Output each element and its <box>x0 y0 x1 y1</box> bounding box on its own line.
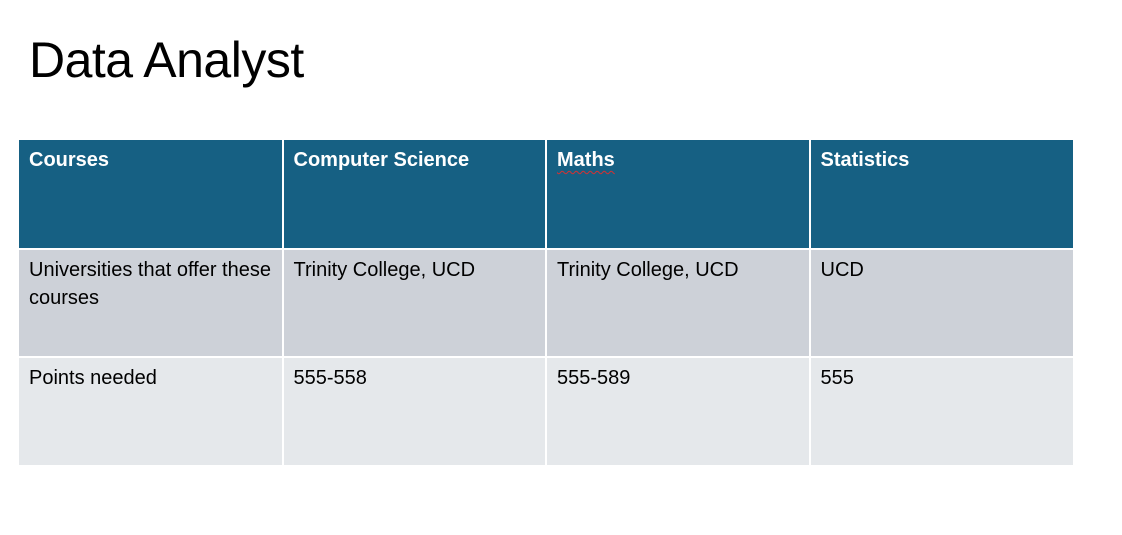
header-statistics: Statistics <box>808 140 1073 250</box>
courses-table: Courses Computer Science Maths Statistic… <box>19 140 1073 465</box>
table-cell: 555-558 <box>281 356 547 465</box>
header-maths-label: Maths <box>557 149 615 171</box>
slide-title: Data Analyst <box>29 32 304 88</box>
table-cell: Trinity College, UCD <box>545 248 811 358</box>
table-cell: UCD <box>808 248 1073 358</box>
table-cell: 555-589 <box>545 356 811 465</box>
table-cell: Universities that offer these courses <box>19 248 284 358</box>
table-cell: Points needed <box>19 356 284 465</box>
header-courses: Courses <box>19 140 284 250</box>
header-maths: Maths <box>545 140 811 250</box>
table-header-row: Courses Computer Science Maths Statistic… <box>19 140 1073 250</box>
table-cell: 555 <box>808 356 1073 465</box>
table-row-universities: Universities that offer these courses Tr… <box>19 248 1073 358</box>
table-row-points: Points needed 555-558 555-589 555 <box>19 356 1073 465</box>
header-computer-science: Computer Science <box>281 140 547 250</box>
table-cell: Trinity College, UCD <box>281 248 547 358</box>
